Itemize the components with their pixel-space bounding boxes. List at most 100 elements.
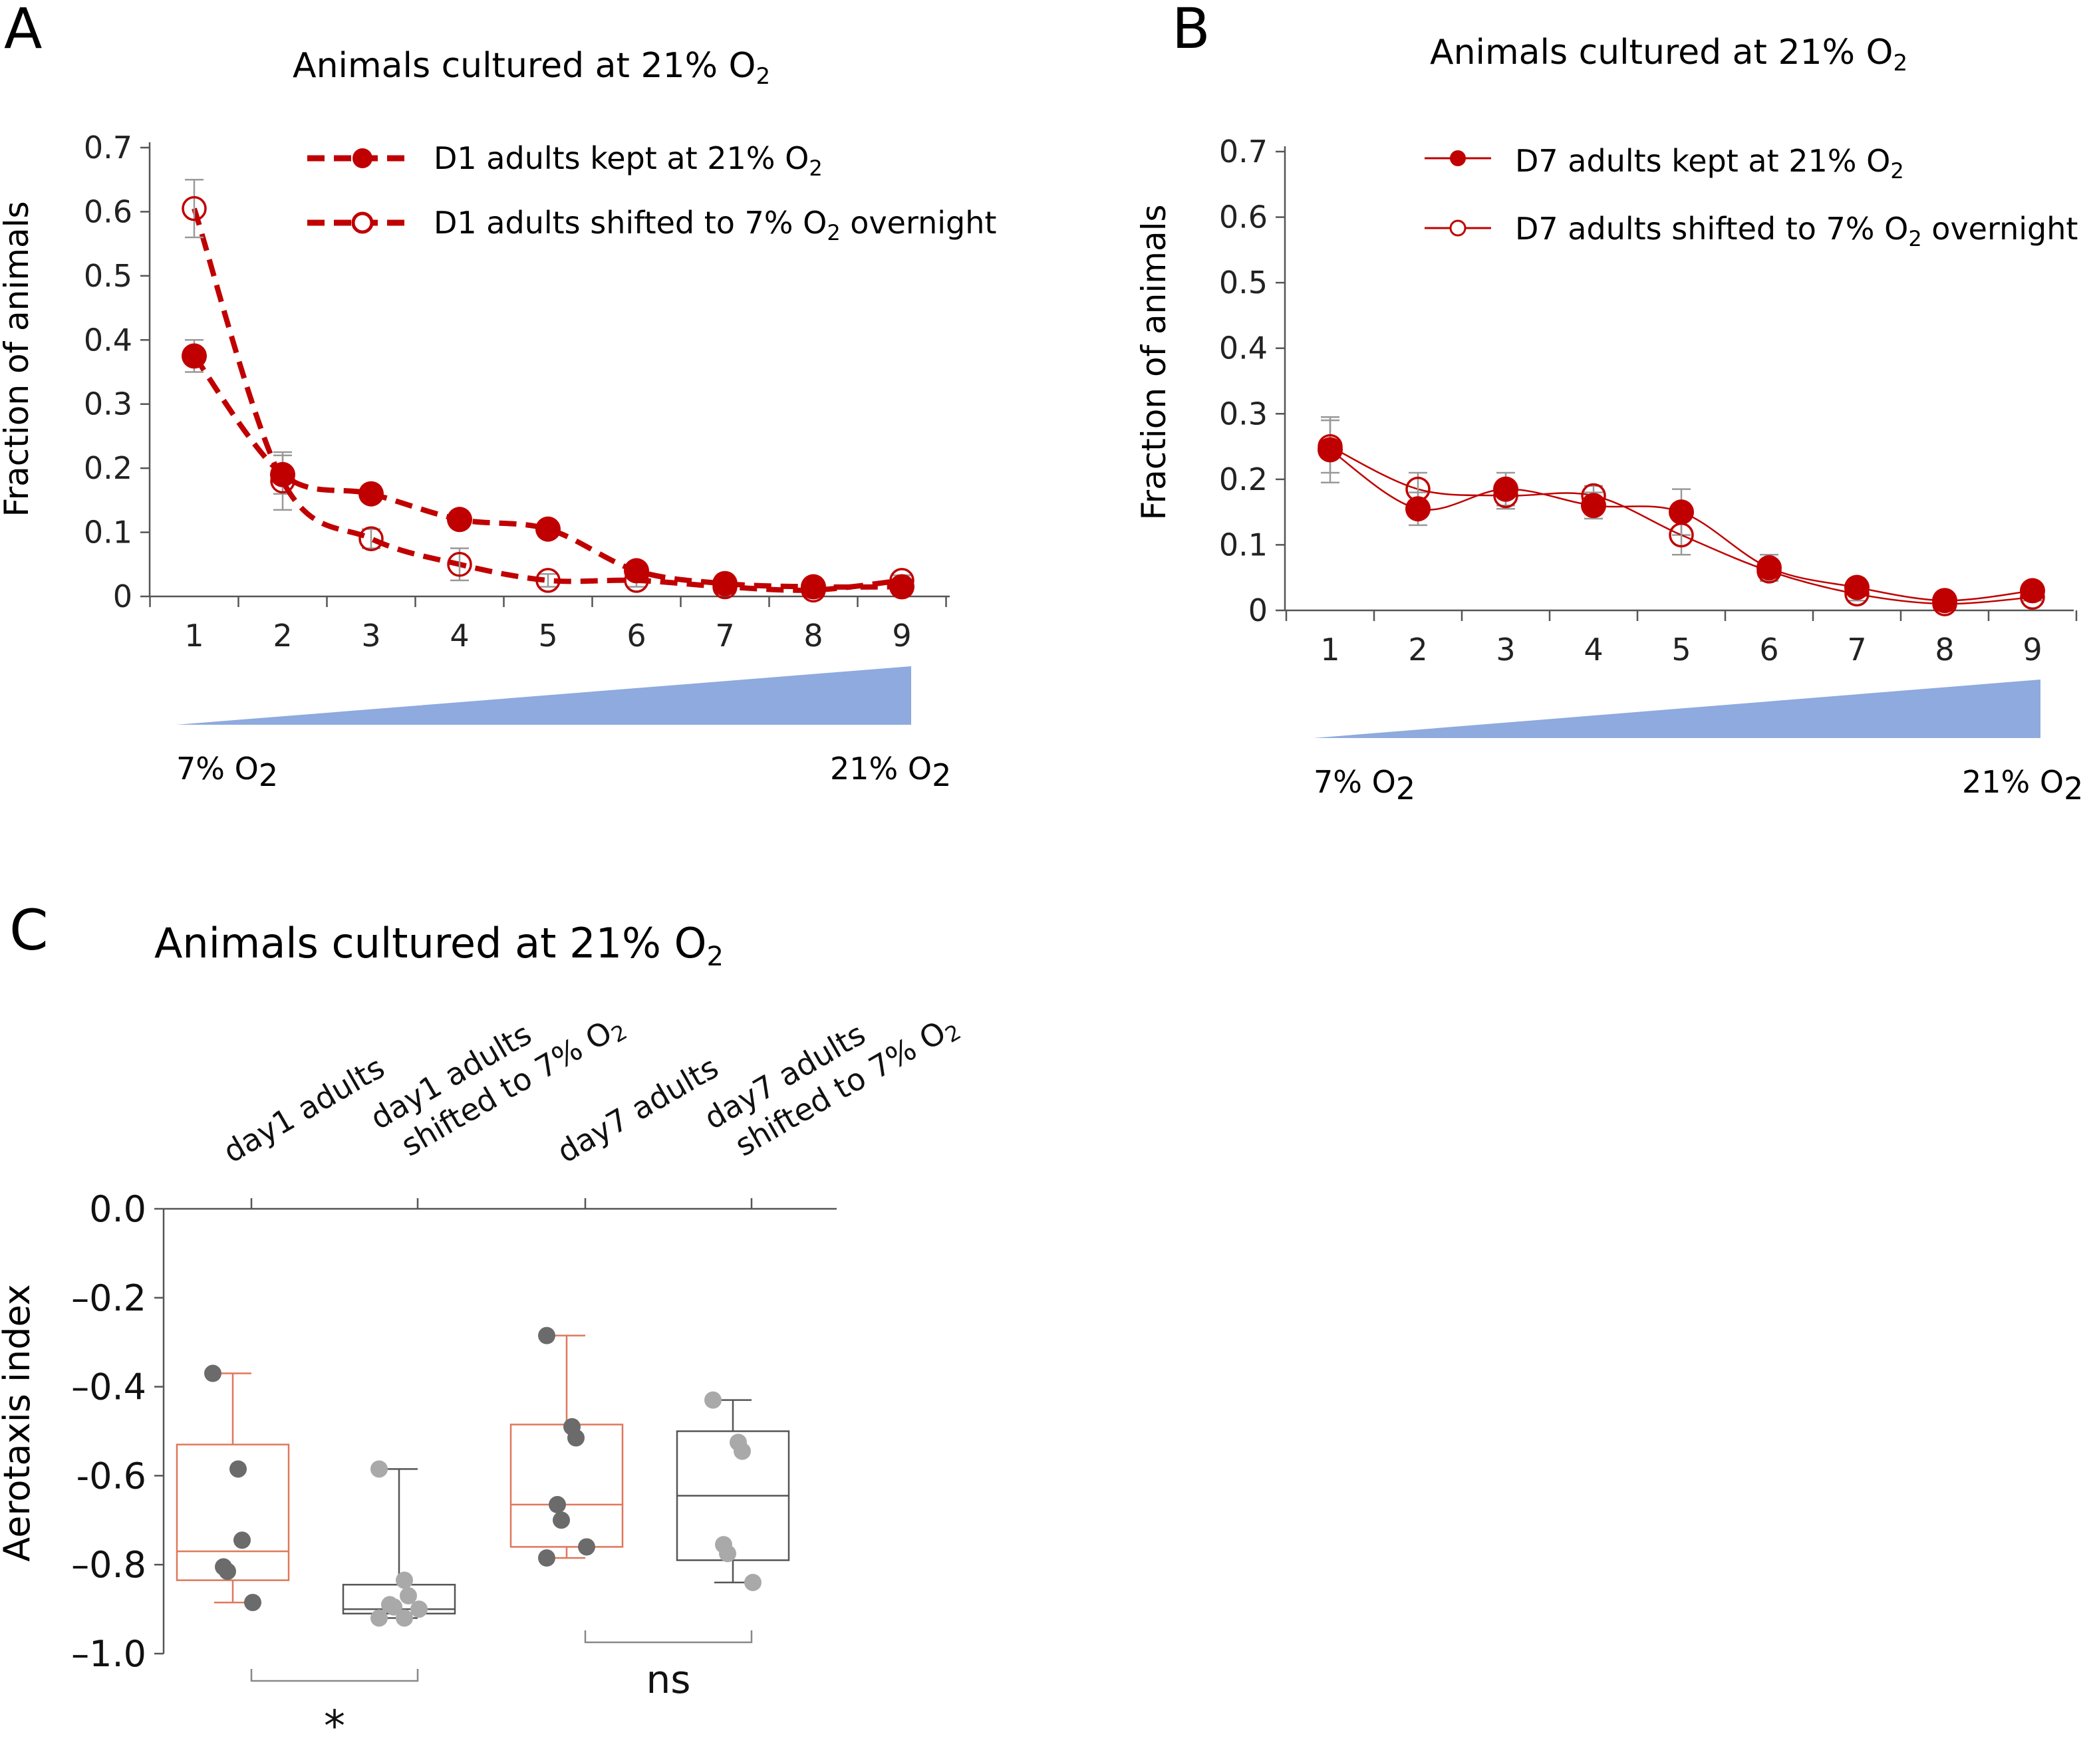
panel-a-xtick-label: 7 xyxy=(715,618,734,654)
panel-a-xtick-label: 2 xyxy=(273,618,292,654)
legend-b-kept-label: D7 adults kept at 21% O2 xyxy=(1515,143,1904,184)
gradient-a-high-main: 21% O xyxy=(830,751,932,787)
panel-a-title-main: Animals cultured at 21% O xyxy=(293,46,756,86)
panel-c-title-sub: 2 xyxy=(706,942,723,972)
gradient-a-low-main: 7% O xyxy=(176,751,259,787)
gradient-a-wedge xyxy=(176,666,911,725)
panel-b-xtick-label: 1 xyxy=(1320,632,1339,668)
panel-a-xtick-label: 9 xyxy=(892,618,911,654)
panel-b-series-1-point xyxy=(1669,522,1694,548)
panel-b-gradient: 7% O2 21% O2 xyxy=(1314,680,2083,807)
panel-b: B Animals cultured at 21% O2 Fraction of… xyxy=(1135,0,2083,807)
panel-c-box-2-point xyxy=(538,1549,555,1567)
panel-c-ytick-label: –1.0 xyxy=(71,1633,146,1675)
gradient-b-high-label: 21% O2 xyxy=(1962,764,2083,807)
panel-b-ytick-label: 0.3 xyxy=(1219,396,1268,432)
panel-c-box-1-point xyxy=(410,1600,428,1618)
panel-a-xtick-label: 5 xyxy=(538,618,557,654)
panel-b-legend: D7 adults kept at 21% O2 D7 adults shift… xyxy=(1425,143,2078,251)
panel-c-box-0 xyxy=(176,1444,290,1581)
panel-a-xtick-label: 3 xyxy=(361,618,380,654)
panel-b-ytick-label: 0.2 xyxy=(1219,461,1268,497)
panel-a-ytick-label: 0.3 xyxy=(84,386,132,422)
panel-c-box-2-point xyxy=(553,1511,570,1529)
panel-c-category-label: day1 adults xyxy=(217,1049,391,1170)
panel-c-title: Animals cultured at 21% O2 xyxy=(154,919,724,972)
gradient-a-low-sub: 2 xyxy=(259,757,278,793)
panel-b-plot: 0 0.1 0.2 0.3 0.4 0.5 0.6 0.7 1 2 3 4 5 6 7 8 9 xyxy=(1219,134,2078,668)
panel-a-ytick-label: 0.2 xyxy=(84,450,132,486)
legend-a-kept-label-main: D1 adults kept at 21% O xyxy=(434,140,809,176)
panel-b-series-1-point xyxy=(2020,584,2045,610)
panel-c-ytick-label: –0.4 xyxy=(71,1366,146,1408)
panel-b-xtick-label: 8 xyxy=(1935,632,1954,668)
panel-a-series-1-point xyxy=(358,526,384,551)
panel-b-series-1-point xyxy=(1405,476,1431,502)
panel-c-box-0-point xyxy=(229,1460,247,1478)
legend-b-shifted-label-sub: 2 xyxy=(1908,226,1921,251)
panel-c-box-2-point xyxy=(567,1429,585,1447)
panel-c-sig-star-bracket xyxy=(250,1669,419,1682)
panel-a-series-0-point xyxy=(889,574,914,600)
panel-c-box-3-point xyxy=(719,1545,736,1563)
legend-a-shifted-label: D1 adults shifted to 7% O2 overnight xyxy=(434,205,996,245)
legend-a-kept-label: D1 adults kept at 21% O2 xyxy=(434,140,823,181)
gradient-b-low-main: 7% O xyxy=(1314,764,1396,800)
panel-a-series-0-point xyxy=(182,343,207,369)
panel-b-ytick-label: 0.4 xyxy=(1219,330,1268,366)
panel-c-ylabel: Aerotaxis index xyxy=(0,1284,38,1562)
panel-c-category-label: day7 adultsshifted to 7% O2 xyxy=(698,973,966,1173)
legend-b-shifted-label-suffix: overnight xyxy=(1922,211,2078,247)
gradient-b-low-label: 7% O2 xyxy=(1314,764,1415,807)
panel-c-box-0-point xyxy=(219,1563,236,1580)
panel-b-series-0-point xyxy=(1581,493,1606,519)
panel-a-series-0-point xyxy=(447,507,472,533)
panel-a-series-1-point xyxy=(712,574,738,600)
panel-a-ytick-label: 0.4 xyxy=(84,322,132,358)
panel-c-sig-ns-label: ns xyxy=(646,1657,691,1702)
legend-b-shifted-label: D7 adults shifted to 7% O2 overnight xyxy=(1515,211,2078,251)
panel-c-box-3-point xyxy=(744,1573,762,1591)
legend-b-kept-label-main: D7 adults kept at 21% O xyxy=(1515,143,1890,179)
panel-b-series-1-point xyxy=(1756,559,1782,584)
legend-b-shifted-swatch xyxy=(1425,219,1491,237)
panel-c-box-2-point xyxy=(538,1326,555,1344)
panel-c-box-1-point xyxy=(370,1609,388,1627)
panel-b-ylabel: Fraction of animals xyxy=(1135,204,1173,520)
panel-b-ytick-label: 0.5 xyxy=(1219,265,1268,301)
panel-a-gradient: 7% O2 21% O2 xyxy=(176,666,951,793)
panel-b-ytick-label: 0.6 xyxy=(1219,199,1268,235)
panel-a-series-1-point xyxy=(270,468,295,494)
legend-a-shifted-swatch xyxy=(307,211,407,234)
panel-b-xtick-label: 6 xyxy=(1759,632,1778,668)
panel-b-series-0-point xyxy=(1493,476,1518,502)
legend-b-kept-swatch xyxy=(1425,150,1491,166)
panel-c-box-3-point xyxy=(734,1442,751,1460)
panel-c-title-main: Animals cultured at 21% O xyxy=(154,919,706,967)
panel-a-series-0-point xyxy=(624,558,649,584)
legend-a-kept-swatch xyxy=(307,148,407,168)
panel-a-ytick-label: 0.6 xyxy=(84,193,132,229)
panel-b-title-sub: 2 xyxy=(1893,50,1908,76)
panel-b-xtick-label: 2 xyxy=(1408,632,1427,668)
panel-c-category-label-line1: day1 adults xyxy=(217,1049,391,1170)
panel-b-series-0-point xyxy=(1405,496,1431,522)
panel-c-box-1-point xyxy=(396,1609,413,1627)
gradient-a-high-sub: 2 xyxy=(932,757,951,793)
panel-a-plot: 0 0.1 0.2 0.3 0.4 0.5 0.6 0.7 1 2 3 4 5 6 7 8 9 xyxy=(84,130,950,654)
panel-a-ylabel: Fraction of animals xyxy=(0,201,36,517)
panel-b-xtick-label: 9 xyxy=(2023,632,2042,668)
panel-a-series-0-line xyxy=(192,354,903,590)
panel-b-series-0-point xyxy=(2020,578,2045,604)
legend-a-shifted-label-suffix: overnight xyxy=(841,205,997,241)
gradient-a-low-label: 7% O2 xyxy=(176,751,278,793)
panel-a-series-1-point xyxy=(889,568,914,593)
panel-a-series-1-point xyxy=(624,568,649,593)
panel-c-sig-star-label: * xyxy=(324,1702,345,1751)
panel-a-xtick-label: 4 xyxy=(450,618,469,654)
panel-b-series-0-point xyxy=(1669,499,1694,525)
panel-a-xtick-label: 6 xyxy=(627,618,646,654)
panel-c-box-1-point xyxy=(385,1598,402,1616)
legend-a-shifted-label-sub: 2 xyxy=(827,220,840,245)
